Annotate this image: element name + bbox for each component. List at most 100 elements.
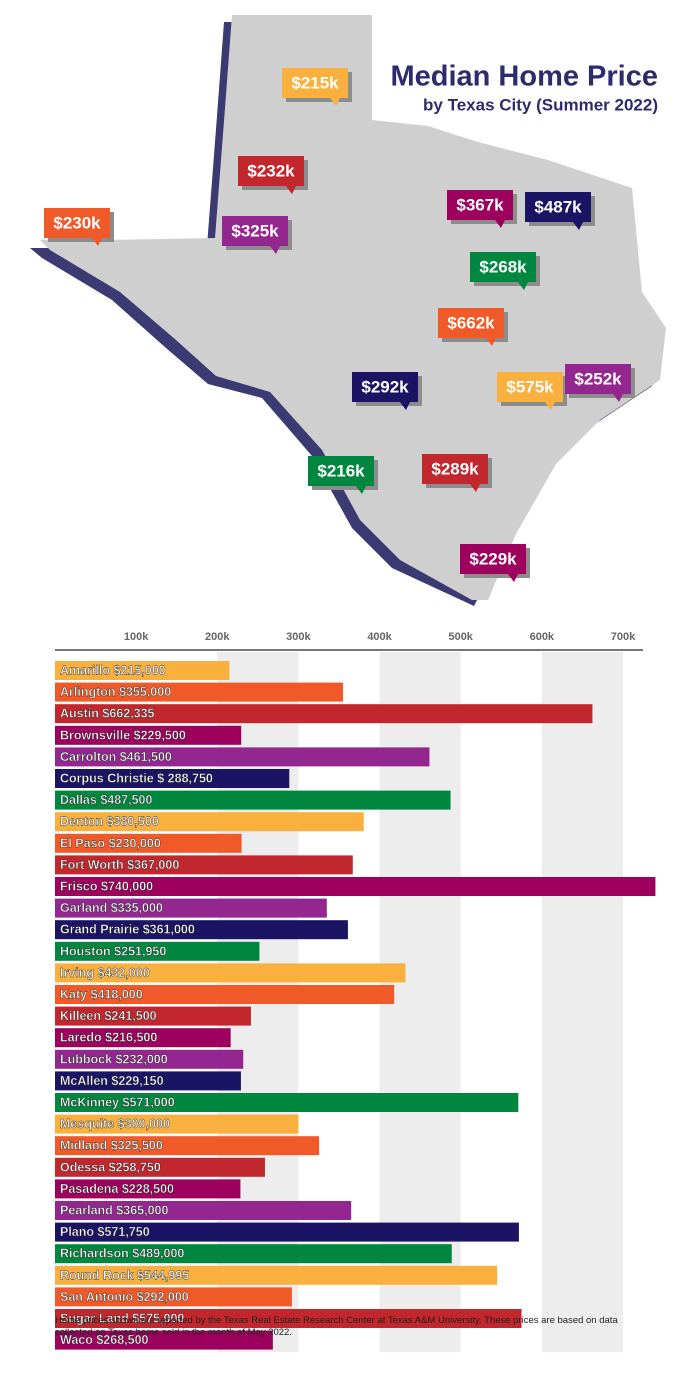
callout-box (470, 252, 536, 282)
category-name: Mesquite (60, 1117, 114, 1131)
callout: $575k (497, 372, 567, 410)
bar-label: Pasadena $228,500 (60, 1182, 174, 1196)
bar-label: Amarillo $215,000 (60, 664, 166, 678)
bar (55, 704, 593, 724)
callouts: $215k $232k $230k $325k $367k $487k $268k $662k… (44, 68, 635, 582)
callout-label: $367k (456, 195, 504, 214)
callout: $268k (470, 252, 540, 290)
value-label: $292,000 (137, 1290, 189, 1304)
callout-box (565, 364, 631, 394)
bar-label: Denton $380,500 (60, 815, 159, 829)
value-label: $418,000 (91, 988, 143, 1002)
subtitle: by Texas City (Summer 2022) (423, 95, 658, 114)
callout-label: $268k (479, 257, 527, 276)
category-name: Lubbock (60, 1053, 112, 1067)
category-name: Sugar Land (60, 1312, 129, 1326)
value-label: $325,500 (111, 1139, 163, 1153)
bar (55, 812, 364, 832)
bar-label: Laredo $216,500 (60, 1031, 157, 1045)
x-tick-label: 100k (124, 631, 149, 643)
category-name: Richardson (60, 1247, 129, 1261)
value-label: $230,000 (109, 837, 161, 851)
category-name: Arlington (60, 685, 116, 699)
callout-pointer (508, 574, 518, 582)
category-name: Denton (60, 815, 103, 829)
category-name: Midland (60, 1139, 107, 1153)
category-name: El Paso (60, 837, 106, 851)
value-label: $487,500 (100, 793, 152, 807)
bar-label: Brownsville $229,500 (60, 729, 186, 743)
bar-label: Garland $335,000 (60, 901, 163, 915)
bar (55, 1287, 292, 1307)
bar (55, 1201, 352, 1220)
callout-label: $575k (506, 377, 554, 396)
category-name: McKinney (60, 1096, 119, 1110)
bar (55, 1006, 251, 1026)
value-label: $229,150 (111, 1074, 163, 1088)
callout: $252k (565, 364, 635, 402)
map-state (40, 15, 666, 600)
value-label: $355,000 (119, 685, 171, 699)
value-label: $228,500 (122, 1182, 174, 1196)
category-name: Plano (60, 1225, 94, 1239)
x-tick-label: 300k (286, 631, 311, 643)
category-name: Round Rock (60, 1269, 134, 1283)
bar (55, 661, 230, 680)
bar (55, 1265, 498, 1285)
category-name: Laredo (60, 1031, 102, 1045)
value-label: $241,500 (104, 1009, 156, 1023)
bar-label: McAllen $229,150 (60, 1074, 164, 1088)
bar-label: Houston $251,950 (60, 945, 166, 959)
bar-label: Killeen $241,500 (60, 1009, 157, 1023)
bar (55, 1157, 265, 1177)
callout: $487k (525, 192, 595, 230)
callout-box (238, 156, 304, 186)
callout-label: $216k (317, 461, 365, 480)
bar (55, 682, 344, 702)
callout-box (222, 216, 288, 246)
bar (55, 1309, 522, 1328)
category-name: Odessa (60, 1161, 106, 1175)
value-label: $258,750 (109, 1161, 161, 1175)
category-name: Pasadena (60, 1182, 119, 1196)
bar-label: Sugar Land $575,000 (60, 1312, 184, 1326)
bar-label: El Paso $230,000 (60, 837, 161, 851)
callout-pointer (286, 186, 296, 194)
callout: $367k (447, 190, 517, 228)
value-label: $232,000 (116, 1053, 168, 1067)
callout-pointer (92, 238, 102, 246)
value-label: $662,335 (102, 707, 154, 721)
callout: $230k (44, 208, 114, 246)
callout-pointer (470, 484, 480, 492)
value-label: $571,000 (123, 1096, 175, 1110)
callout-box (308, 456, 374, 486)
bar-label: Round Rock $544,995 (60, 1269, 189, 1283)
callout-label: $292k (361, 377, 409, 396)
bar-label: Lubbock $232,000 (60, 1053, 168, 1067)
value-label: $461,500 (120, 750, 172, 764)
callout: $292k (352, 372, 422, 410)
callout-pointer (545, 402, 555, 410)
category-name: Brownsville (60, 729, 130, 743)
bar-label: Midland $325,500 (60, 1139, 163, 1153)
callout-box (497, 372, 563, 402)
category-name: Pearland (60, 1204, 113, 1218)
bar (55, 1136, 320, 1156)
value-label: $575,000 (132, 1312, 184, 1326)
callout-box (447, 190, 513, 220)
category-name: Killeen (60, 1009, 101, 1023)
callout: $289k (422, 454, 492, 492)
bar (55, 855, 353, 875)
bar (55, 877, 656, 896)
x-tick-label: 700k (611, 631, 636, 643)
bar (55, 769, 290, 788)
callout-box (352, 372, 418, 402)
callout: $229k (460, 544, 530, 582)
bar-label: Pearland $365,000 (60, 1204, 168, 1218)
callout-label: $215k (291, 73, 339, 92)
bar (55, 920, 348, 940)
callout: $232k (238, 156, 308, 194)
bar (55, 963, 406, 983)
value-label: $335,000 (111, 901, 163, 915)
category-name: Katy (60, 988, 87, 1002)
